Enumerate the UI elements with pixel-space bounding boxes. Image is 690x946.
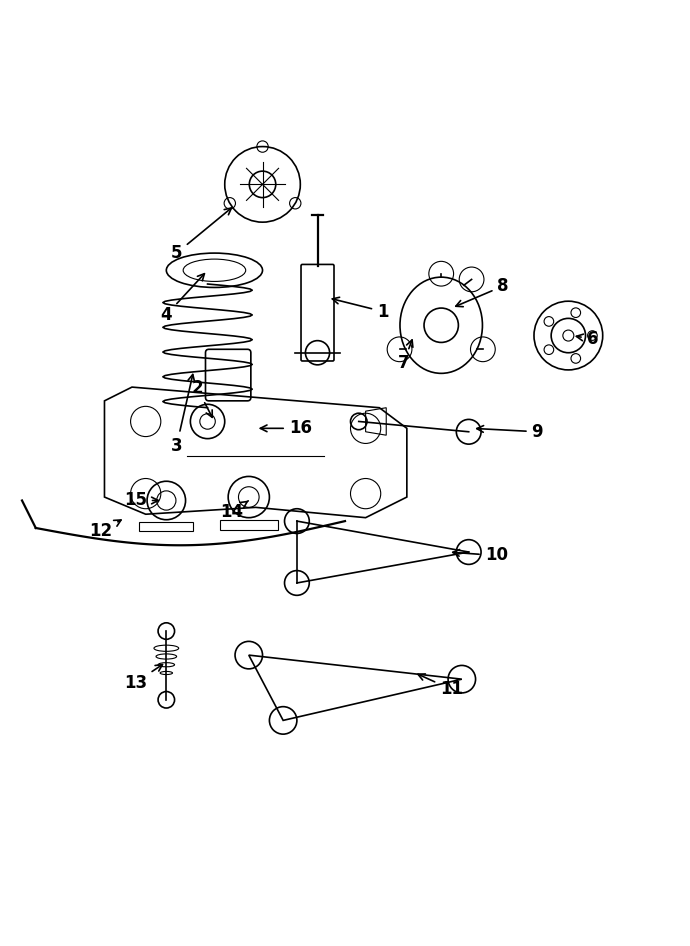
Text: 9: 9 bbox=[477, 423, 543, 441]
Text: 10: 10 bbox=[453, 547, 508, 565]
Text: 11: 11 bbox=[418, 674, 463, 698]
Text: 8: 8 bbox=[456, 277, 509, 307]
Text: 14: 14 bbox=[220, 500, 248, 521]
Text: 5: 5 bbox=[171, 208, 231, 262]
Text: 12: 12 bbox=[90, 520, 121, 540]
Text: 13: 13 bbox=[124, 664, 162, 692]
Text: 2: 2 bbox=[191, 379, 213, 417]
Text: 3: 3 bbox=[171, 375, 195, 454]
Text: 16: 16 bbox=[260, 419, 312, 437]
Text: 7: 7 bbox=[397, 340, 413, 372]
Text: 4: 4 bbox=[161, 273, 204, 324]
Text: 6: 6 bbox=[576, 330, 598, 348]
Text: 15: 15 bbox=[124, 492, 158, 510]
Text: 1: 1 bbox=[333, 297, 388, 321]
